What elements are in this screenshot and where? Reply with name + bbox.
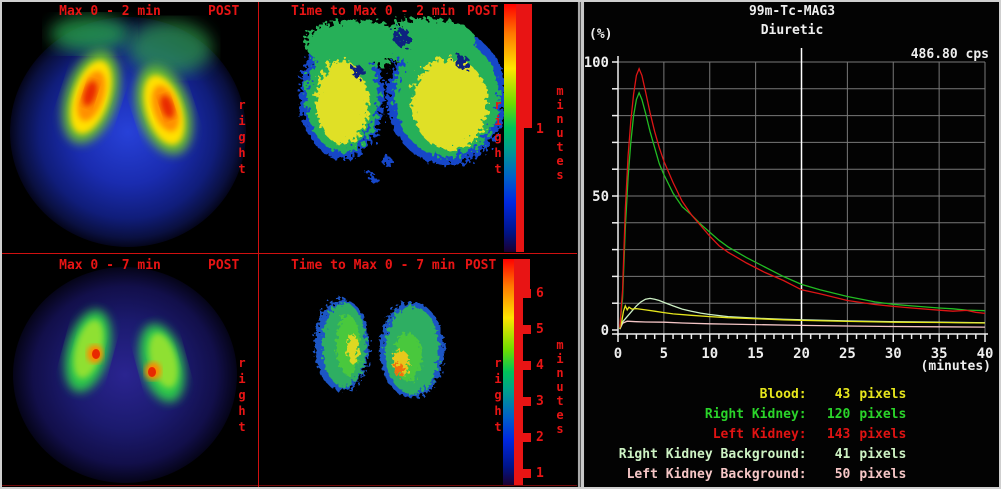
scintigram-time-to-max-0-2-image bbox=[300, 18, 507, 181]
x-tick-label: 25 bbox=[839, 346, 856, 362]
view-label-post-2: POST bbox=[467, 4, 499, 19]
curve-left-kidney bbox=[619, 66, 986, 328]
legend-unit: pixels bbox=[859, 466, 907, 482]
scintigram-max-0-7-image bbox=[13, 267, 237, 483]
rainbow-colorbar-top bbox=[504, 4, 516, 252]
orientation-label-right-2: right bbox=[491, 98, 505, 178]
legend-label: Right Kidney: bbox=[704, 406, 807, 422]
x-tick-label: 35 bbox=[931, 346, 948, 362]
orientation-label-right-3: right bbox=[235, 356, 249, 436]
legend-row-blood: Blood: 43 pixels bbox=[585, 384, 907, 404]
legend-label: Left Kidney Background: bbox=[626, 466, 807, 482]
rainbow-colorbar-bottom bbox=[503, 259, 514, 485]
quadrant-title-time-to-max-0-7: Time to Max 0 - 7 min bbox=[291, 258, 456, 273]
y-tick-label: 50 bbox=[592, 189, 609, 205]
legend-label: Right Kidney Background: bbox=[618, 446, 807, 462]
y-axis-unit-label: (%) bbox=[589, 27, 613, 42]
scale-tick-label: 1 bbox=[536, 122, 544, 137]
counts-per-second-label: 486.80 cps bbox=[910, 47, 989, 62]
chart-subtitle: Diuretic bbox=[760, 23, 824, 38]
scale-unit-label-bottom: minutes bbox=[553, 338, 567, 436]
legend-label: Blood: bbox=[759, 386, 807, 402]
legend-label: Left Kidney: bbox=[712, 426, 807, 442]
orientation-label-right-4: right bbox=[491, 356, 505, 436]
scale-tick-label: 1 bbox=[536, 466, 544, 481]
scalebar-notch bbox=[523, 433, 531, 442]
legend-row-left-kidney: Left Kidney: 143 pixels bbox=[585, 424, 907, 444]
x-tick-label: 20 bbox=[793, 346, 810, 362]
x-tick-label: 10 bbox=[701, 346, 718, 362]
scintigram-max-0-2-image bbox=[10, 16, 246, 247]
scintigram-time-to-max-0-7-image bbox=[315, 299, 444, 398]
view-label-post-1: POST bbox=[208, 4, 240, 19]
legend-value: 50 bbox=[834, 466, 851, 482]
renogram-plot: 0 50 100 0 5 10 15 20 25 30 35 40 bbox=[585, 48, 994, 362]
y-tick-label: 0 bbox=[601, 323, 609, 339]
scalebar-notch bbox=[523, 397, 531, 406]
legend-value: 41 bbox=[834, 446, 851, 462]
time-scalebar-bottom bbox=[514, 259, 523, 485]
orientation-label-right-1: right bbox=[235, 98, 249, 178]
legend-unit: pixels bbox=[859, 386, 907, 402]
legend-row-right-kidney-background: Right Kidney Background: 41 pixels bbox=[585, 444, 907, 464]
quadrant-title-time-to-max-0-2: Time to Max 0 - 2 min bbox=[291, 4, 456, 19]
x-tick-label: 15 bbox=[747, 346, 764, 362]
quadrant-title-max-0-7: Max 0 - 7 min bbox=[59, 258, 161, 273]
panel-divider bbox=[577, 2, 585, 487]
time-scalebar-bottom-cap bbox=[514, 259, 530, 291]
curve-blood bbox=[619, 304, 986, 329]
scale-tick-label: 3 bbox=[536, 394, 544, 409]
scale-unit-label-top: minutes bbox=[553, 84, 567, 182]
scale-tick-label: 4 bbox=[536, 358, 544, 373]
scale-tick-label: 2 bbox=[536, 430, 544, 445]
x-tick-label: 40 bbox=[977, 346, 994, 362]
image-panel: Max 0 - 2 min POST Time to Max 0 - 2 min… bbox=[2, 2, 577, 487]
legend-unit: pixels bbox=[859, 406, 907, 422]
scale-tick-label: 6 bbox=[536, 286, 544, 301]
legend-unit: pixels bbox=[859, 446, 907, 462]
legend-value: 43 bbox=[834, 386, 851, 402]
x-axis-unit-label: (minutes) bbox=[920, 359, 991, 374]
curve-right-kidney bbox=[619, 91, 986, 328]
y-tick-label: 100 bbox=[585, 55, 609, 71]
x-tick-label: 30 bbox=[885, 346, 902, 362]
view-label-post-3: POST bbox=[208, 258, 240, 273]
legend-value: 120 bbox=[826, 406, 851, 422]
quadrant-vertical-separator bbox=[258, 2, 259, 487]
curve-left-kidney-background bbox=[619, 320, 986, 330]
quadrant-horizontal-separator bbox=[2, 253, 577, 254]
view-label-post-4: POST bbox=[465, 258, 497, 273]
x-tick-label: 0 bbox=[614, 346, 622, 362]
legend-unit: pixels bbox=[859, 426, 907, 442]
scalebar-notch bbox=[523, 325, 531, 334]
scalebar-notch bbox=[523, 289, 531, 298]
chart-title: 99m-Tc-MAG3 bbox=[748, 4, 836, 19]
scalebar-notch bbox=[523, 361, 531, 370]
legend-value: 143 bbox=[826, 426, 851, 442]
scale-tick-label: 5 bbox=[536, 322, 544, 337]
bottom-separator bbox=[2, 485, 577, 486]
scalebar-notch bbox=[523, 469, 531, 478]
time-scalebar-top-upper bbox=[516, 4, 532, 128]
legend-row-left-kidney-background: Left Kidney Background: 50 pixels bbox=[585, 464, 907, 484]
legend-row-right-kidney: Right Kidney: 120 pixels bbox=[585, 404, 907, 424]
x-tick-label: 5 bbox=[660, 346, 668, 362]
roi-legend: Blood: 43 pixels Right Kidney: 120 pixels Left… bbox=[585, 384, 907, 484]
quadrant-title-max-0-2: Max 0 - 2 min bbox=[59, 4, 161, 19]
time-scalebar-top-lower bbox=[516, 128, 524, 252]
renogram-chart-panel: 0 50 100 0 5 10 15 20 25 30 35 40 99m-Tc-MAG3 Diure… bbox=[585, 2, 999, 487]
